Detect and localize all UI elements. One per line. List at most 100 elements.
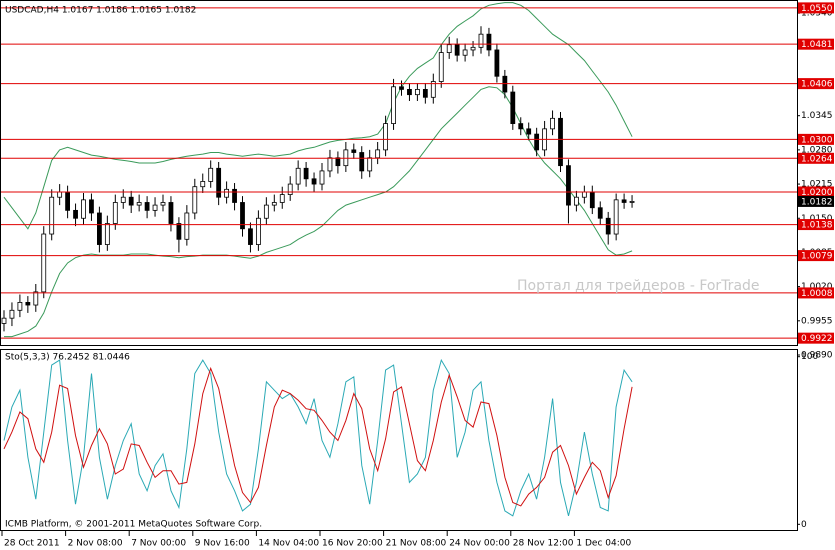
candle-body: [25, 302, 31, 306]
y-tick-label: 1.0540: [801, 9, 833, 19]
candle-body: [216, 167, 222, 198]
candle-body: [470, 46, 476, 51]
candle-body: [65, 191, 70, 211]
candle-body: [224, 188, 230, 198]
candle-body: [319, 170, 325, 185]
candle-body: [200, 181, 206, 188]
x-tick-label: 2 Nov 08:00: [68, 539, 123, 549]
candle-body: [359, 152, 365, 172]
level-label: 1.0200: [801, 188, 833, 198]
x-tick-label: 28 Nov 12:00: [513, 539, 574, 549]
candle-body: [534, 133, 540, 151]
oscillator-line: [3, 366, 633, 507]
candle-body: [327, 157, 333, 172]
y-tick-label: 1.0020: [801, 282, 833, 292]
y-tick-label: 1.0150: [801, 214, 833, 224]
candle-body: [351, 149, 357, 153]
level-label: 1.0481: [801, 40, 833, 50]
candle-body: [438, 52, 444, 82]
level-label: 1.0406: [801, 80, 833, 90]
candle-body: [613, 199, 619, 235]
x-tick-label: 16 Nov 20:00: [322, 539, 383, 549]
candle-body: [375, 149, 381, 159]
level-label: 1.0300: [801, 135, 833, 145]
level-tag: [798, 38, 834, 50]
level-label: 1.0079: [801, 252, 833, 262]
candle-body: [248, 228, 253, 245]
candle-body: [295, 167, 301, 185]
level-label: 0.9922: [801, 334, 833, 344]
candle-body: [518, 123, 524, 130]
candle-body: [104, 223, 110, 245]
candle-body: [414, 89, 420, 96]
candle-body: [589, 191, 595, 209]
candle-body: [335, 157, 341, 167]
candle-body: [462, 49, 468, 56]
candle-body: [112, 202, 118, 224]
level-label: 1.0138: [801, 221, 833, 231]
candle-body: [343, 149, 349, 167]
x-tick-label: 9 Nov 16:00: [195, 539, 250, 549]
candle-body: [57, 191, 63, 198]
candle-body: [446, 44, 452, 53]
last-price-label: 1.0182: [801, 197, 833, 207]
watermark: Портал для трейдеров - ForTrade: [517, 278, 760, 294]
y-tick-label: 1.0345: [801, 111, 833, 121]
x-tick-label: 7 Nov 00:00: [131, 539, 186, 549]
level-label: 1.0264: [801, 154, 833, 164]
candle-body: [17, 302, 23, 311]
x-tick-label: 21 Nov 08:00: [386, 539, 447, 549]
candle-body: [152, 204, 158, 211]
candle-body: [605, 217, 611, 235]
candle-body: [558, 117, 563, 167]
y-tick-label: 0.9955: [801, 316, 833, 326]
candle-body: [279, 194, 285, 203]
candle-body: [574, 196, 579, 206]
candle-body: [526, 128, 532, 135]
level-tag: [798, 287, 834, 299]
candle-body: [502, 75, 508, 93]
level-tag: [798, 219, 834, 231]
candle-body: [33, 291, 39, 306]
candle-body: [383, 123, 389, 151]
level-tag: [798, 332, 834, 344]
candle-body: [160, 202, 166, 206]
candle-body: [550, 117, 555, 130]
candle-body: [41, 233, 47, 293]
level-tag: [798, 2, 834, 14]
y-tick-label: 100: [801, 352, 818, 362]
candle-body: [192, 186, 198, 214]
x-tick-label: 24 Nov 00:00: [449, 539, 510, 549]
candle-body: [255, 217, 261, 245]
candle-body: [168, 202, 174, 224]
candle-body: [407, 89, 412, 96]
price-panel: [0, 0, 798, 346]
candle-body: [367, 157, 373, 172]
candle-body: [144, 202, 150, 211]
candle-body: [629, 201, 635, 203]
level-label: 1.0550: [801, 4, 833, 14]
candle-body: [240, 202, 245, 230]
candle-body: [89, 199, 94, 214]
candle-body: [597, 207, 603, 219]
last-price-tag: [798, 195, 834, 207]
candle-body: [287, 183, 293, 195]
candle-body: [184, 212, 190, 240]
chart-title: USDCAD,H4 1.0167 1.0186 1.0165 1.0182: [5, 6, 196, 16]
level-tag: [798, 186, 834, 198]
level-label: 1.0008: [801, 289, 833, 299]
x-tick-label: 28 Oct 2011: [4, 539, 60, 549]
footer: ICMB Platform, © 2001-2011 MetaQuotes So…: [5, 520, 262, 530]
candle-body: [9, 309, 15, 319]
candle-body: [494, 49, 500, 77]
level-tag: [798, 152, 834, 164]
candle-body: [430, 81, 436, 98]
candle-body: [136, 202, 142, 206]
candle-body: [566, 165, 571, 206]
candle-body: [454, 44, 460, 56]
candle-body: [391, 86, 396, 124]
candle-body: [1, 317, 7, 324]
candle-body: [510, 91, 516, 124]
candle-body: [303, 167, 309, 180]
